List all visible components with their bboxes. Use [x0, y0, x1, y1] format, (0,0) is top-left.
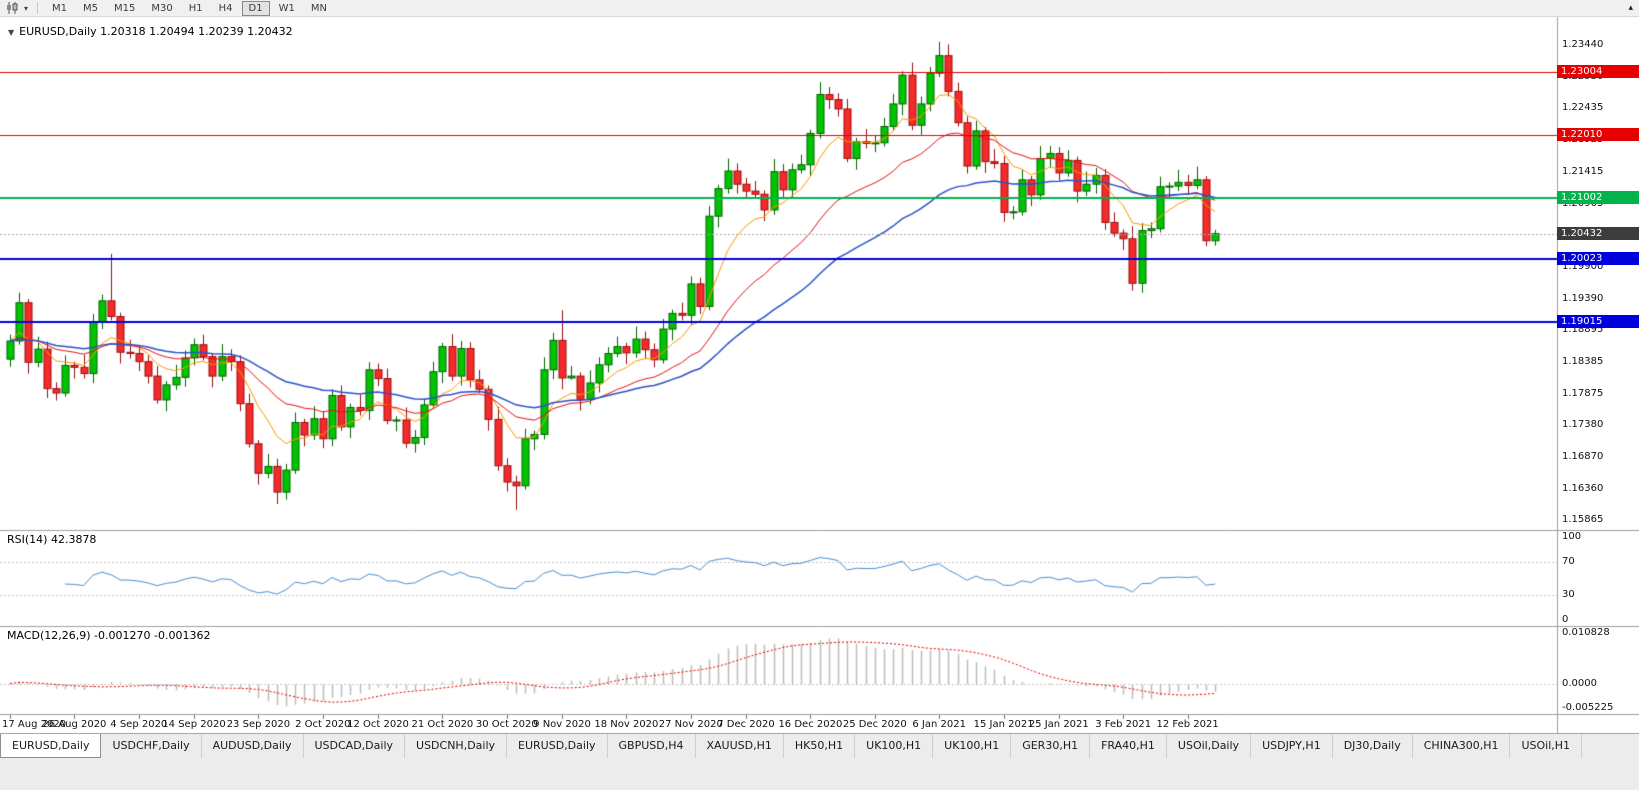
chart-tab-eurusd-daily[interactable]: EURUSD,Daily — [507, 734, 608, 758]
rsi-indicator-label: RSI(14) 42.3878 — [7, 533, 97, 546]
chart-tab-bar: EURUSD,Daily USDCHF,Daily AUDUSD,Daily USDC… — [0, 733, 1639, 758]
chart-tab-usdcad-daily[interactable]: USDCAD,Daily — [303, 734, 406, 758]
toolbar: ▾ M1 M5 M15 M30 H1 H4 D1 W1 MN ▴ — [0, 0, 1639, 17]
timeframe-button-m30[interactable]: M30 — [151, 2, 173, 14]
hline-price-tag: 1.22010 — [1557, 127, 1639, 141]
timeframe-button-m1[interactable]: M1 — [52, 2, 67, 14]
bid-price-tag: 1.20432 — [1557, 226, 1639, 240]
rsi-axis-label: 30 — [1562, 589, 1575, 601]
timeframe-button-w1[interactable]: W1 — [278, 2, 295, 14]
macd-axis-label: 0.0000 — [1562, 677, 1597, 689]
rsi-axis-label: 0 — [1562, 614, 1569, 625]
price-axis-label: 1.19390 — [1562, 292, 1604, 304]
chart-tab-hk50-h1[interactable]: HK50,H1 — [783, 734, 856, 758]
timeframe-button-m5[interactable]: M5 — [83, 2, 98, 14]
price-axis-label: 1.19900 — [1562, 260, 1604, 272]
date-axis-label: 18 Nov 2020 — [594, 719, 659, 730]
chart-tab-xauusd-h1[interactable]: XAUUSD,H1 — [695, 734, 784, 758]
dropdown-caret-icon[interactable]: ▾ — [23, 3, 28, 13]
chart-title: ▼ EURUSD,Daily 1.20318 1.20494 1.20239 1.… — [8, 25, 293, 38]
date-axis-label: 25 Jan 2021 — [1028, 719, 1089, 730]
chart-tab-usoil-daily[interactable]: USOil,Daily — [1166, 734, 1252, 758]
chart-tab-eurusd-daily[interactable]: EURUSD,Daily — [0, 734, 102, 758]
timeframe-button-d1[interactable]: D1 — [241, 0, 270, 16]
chart-tab-usdjpy-h1[interactable]: USDJPY,H1 — [1251, 734, 1333, 758]
toolbar-separator — [37, 2, 38, 14]
chart-tab-usdcnh-daily[interactable]: USDCNH,Daily — [405, 734, 508, 758]
date-axis-label: 16 Dec 2020 — [778, 719, 843, 730]
hline-price-tag: 1.21002 — [1557, 190, 1639, 204]
chart-tab-fra40-h1[interactable]: FRA40,H1 — [1090, 734, 1167, 758]
timeframe-button-h1[interactable]: H1 — [188, 2, 203, 14]
candlestick-chart-icon[interactable] — [3, 1, 21, 16]
hline-price-tag: 1.20023 — [1557, 252, 1639, 266]
chart-tab-ger30-h1[interactable]: GER30,H1 — [1011, 734, 1091, 758]
date-axis-label: 30 Oct 2020 — [475, 719, 538, 730]
macd-indicator-label: MACD(12,26,9) -0.001270 -0.001362 — [7, 629, 211, 642]
toolbar-collapse-icon[interactable]: ▴ — [1628, 3, 1633, 13]
hline-price-tag: 1.19015 — [1557, 315, 1639, 329]
candlestick-glyph — [6, 2, 17, 14]
date-axis-label: 27 Nov 2020 — [658, 719, 723, 730]
price-axis-label: 1.16360 — [1562, 482, 1604, 494]
date-axis-label: 2 Oct 2020 — [295, 719, 351, 730]
date-axis-label: 17 Aug 2020 — [2, 719, 67, 730]
date-axis-label: 3 Feb 2021 — [1095, 719, 1152, 730]
date-axis-label: 23 Sep 2020 — [226, 719, 291, 730]
timeframe-button-m15[interactable]: M15 — [114, 2, 136, 14]
chart-title-text: EURUSD,Daily 1.20318 1.20494 1.20239 1.2… — [19, 25, 293, 38]
date-axis-label: 7 Dec 2020 — [717, 719, 775, 730]
one-click-trading-caret-icon[interactable]: ▼ — [8, 28, 15, 37]
chart-tab-dj30-daily[interactable]: DJ30,Daily — [1332, 734, 1413, 758]
macd-axis-label: 0.010828 — [1562, 627, 1610, 638]
rsi-axis-label: 100 — [1562, 531, 1582, 542]
chart-tab-uk100-h1[interactable]: UK100,H1 — [933, 734, 1012, 758]
timeframe-buttons: M1 M5 M15 M30 H1 H4 D1 W1 MN — [44, 0, 335, 16]
date-axis-label: 14 Sep 2020 — [162, 719, 226, 730]
price-axis-label: 1.16870 — [1562, 450, 1604, 462]
price-axis-label: 1.21415 — [1562, 165, 1604, 177]
date-axis-label: 21 Oct 2020 — [411, 719, 474, 730]
date-axis-label: 15 Jan 2021 — [973, 719, 1034, 730]
chart-tab-china300-h1[interactable]: CHINA300,H1 — [1412, 734, 1511, 758]
chart-tab-usoil-h1[interactable]: USOil,H1 — [1510, 734, 1583, 758]
date-axis-label: 9 Nov 2020 — [533, 719, 591, 730]
price-axis-label: 1.17875 — [1562, 387, 1604, 399]
timeframe-button-h4[interactable]: H4 — [218, 2, 233, 14]
chart-tab-usdchf-daily[interactable]: USDCHF,Daily — [101, 734, 202, 758]
rsi-axis-label: 70 — [1562, 555, 1575, 567]
date-axis-label: 12 Feb 2021 — [1156, 719, 1219, 730]
date-axis-label: 6 Jan 2021 — [912, 719, 966, 730]
date-axis-label: 25 Dec 2020 — [842, 719, 907, 730]
price-axis-label: 1.23440 — [1562, 39, 1604, 50]
price-axis-label: 1.15865 — [1562, 514, 1604, 525]
price-axis-label: 1.22435 — [1562, 102, 1604, 114]
chart-tab-uk100-h1[interactable]: UK100,H1 — [855, 734, 934, 758]
price-axis-label: 1.18385 — [1562, 355, 1604, 367]
price-axis-label: 1.18895 — [1562, 324, 1604, 335]
date-axis-label: 26 Aug 2020 — [42, 719, 107, 730]
chart-tab-gbpusd-h4[interactable]: GBPUSD,H4 — [607, 734, 696, 758]
date-axis-label: 12 Oct 2020 — [347, 719, 409, 730]
price-axis-label: 1.17380 — [1562, 419, 1604, 430]
chart-tab-audusd-daily[interactable]: AUDUSD,Daily — [201, 734, 304, 758]
macd-axis-label: -0.005225 — [1562, 702, 1614, 713]
date-axis-label: 4 Sep 2020 — [110, 719, 168, 730]
timeframe-button-mn[interactable]: MN — [310, 2, 327, 14]
status-strip — [0, 758, 1639, 790]
hline-price-tag: 1.23004 — [1557, 65, 1639, 79]
